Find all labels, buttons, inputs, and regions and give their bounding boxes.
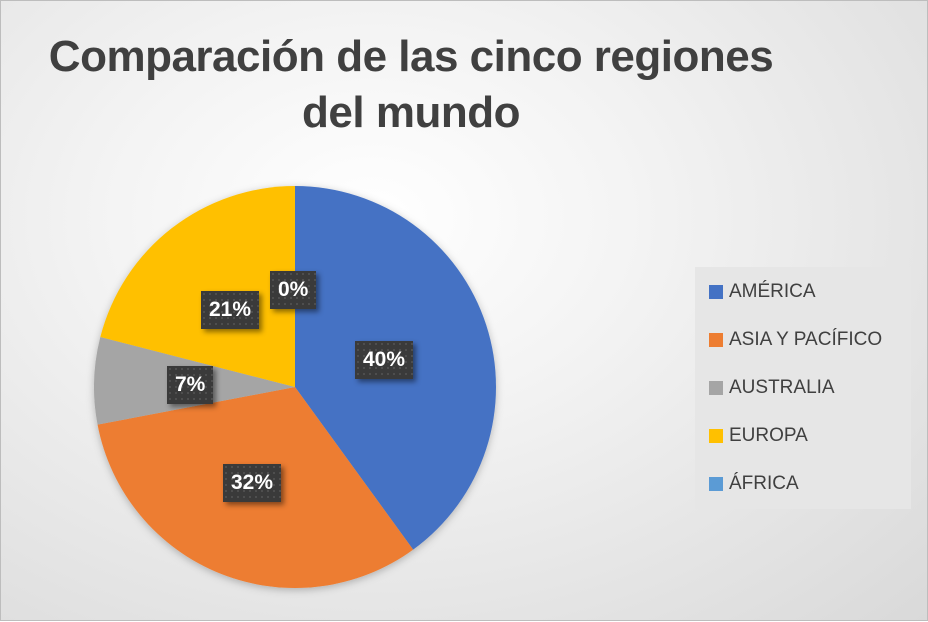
legend-swatch-icon xyxy=(709,333,723,347)
legend-item-australia: AUSTRALIA xyxy=(709,377,835,399)
legend-item-america: AMÉRICA xyxy=(709,281,816,303)
data-label-asia-pacifico: 32% xyxy=(223,464,282,502)
pie-slice-europa xyxy=(100,186,295,387)
legend-swatch-icon xyxy=(709,429,723,443)
legend-item-asia-pacifico: ASIA Y PACÍFICO xyxy=(709,329,882,351)
legend-label: AMÉRICA xyxy=(729,281,816,302)
data-label-europa: 21% xyxy=(201,291,260,329)
legend-swatch-icon xyxy=(709,285,723,299)
data-label-australia: 7% xyxy=(167,366,214,404)
chart-title-line-1: Comparación de las cinco regiones xyxy=(48,32,774,81)
chart-title: Comparación de las cinco regiones del mu… xyxy=(1,29,821,141)
chart-legend: AMÉRICA ASIA Y PACÍFICO AUSTRALIA EUROPA… xyxy=(695,267,911,509)
legend-item-europa: EUROPA xyxy=(709,425,808,447)
data-label-america: 40% xyxy=(355,341,414,379)
legend-swatch-icon xyxy=(709,381,723,395)
legend-label: ÁFRICA xyxy=(729,473,799,494)
data-label-africa: 0% xyxy=(270,271,317,309)
legend-label: EUROPA xyxy=(729,425,808,446)
legend-swatch-icon xyxy=(709,477,723,491)
legend-item-africa: ÁFRICA xyxy=(709,473,799,495)
legend-label: ASIA Y PACÍFICO xyxy=(729,329,883,350)
legend-label: AUSTRALIA xyxy=(729,377,835,398)
chart-title-line-2: del mundo xyxy=(302,88,520,137)
